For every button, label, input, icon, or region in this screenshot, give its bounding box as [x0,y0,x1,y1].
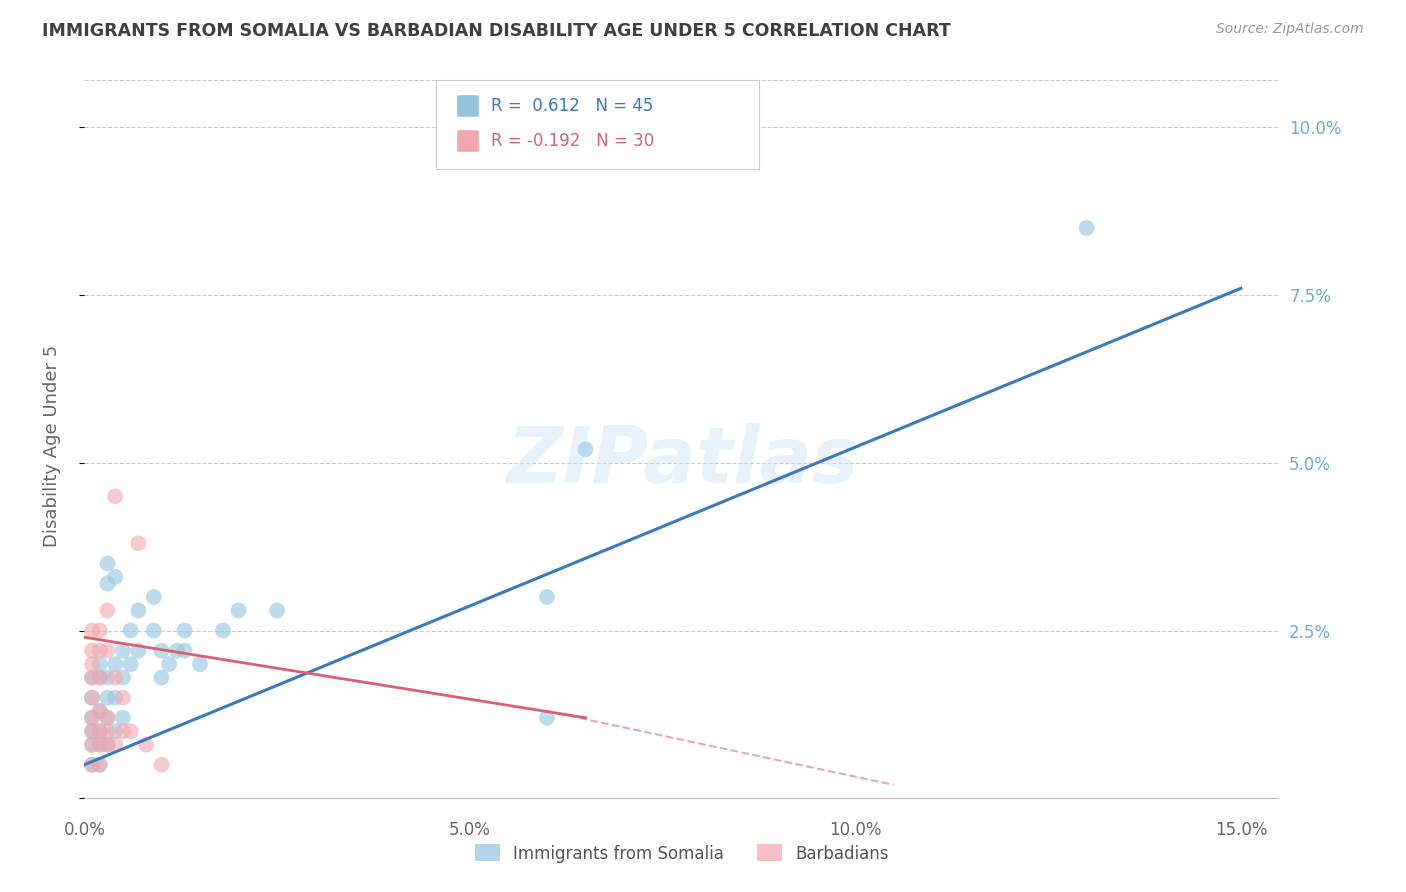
Point [120,624,142,638]
Point [89,643,111,657]
Point [89,724,111,739]
Point [80,671,103,685]
Point [104,570,127,584]
Point [104,657,127,671]
Point [111,643,134,657]
Point [96,690,118,705]
Point [96,643,118,657]
Point [80,671,103,685]
Point [80,757,103,772]
Point [80,724,103,739]
Point [80,657,103,671]
Point [135,738,157,752]
Point [104,671,127,685]
Point [142,624,165,638]
Text: IMMIGRANTS FROM SOMALIA VS BARBADIAN DISABILITY AGE UNDER 5 CORRELATION CHART: IMMIGRANTS FROM SOMALIA VS BARBADIAN DIS… [42,22,950,40]
Text: Source: ZipAtlas.com: Source: ZipAtlas.com [1216,22,1364,37]
Point [150,643,173,657]
Point [89,671,111,685]
Point [96,711,118,725]
Point [80,690,103,705]
Point [104,724,127,739]
Y-axis label: Disability Age Under 5: Disability Age Under 5 [42,345,60,547]
Point [89,724,111,739]
Point [80,711,103,725]
Point [104,489,127,503]
Point [104,738,127,752]
Point [104,690,127,705]
Point [96,724,118,739]
Point [96,576,118,591]
Point [89,738,111,752]
Point [96,738,118,752]
Point [150,671,173,685]
Point [127,603,149,617]
Point [173,624,195,638]
Point [89,671,111,685]
Point [142,590,165,604]
Point [96,738,118,752]
Point [166,643,188,657]
Point [96,603,118,617]
Point [89,738,111,752]
Point [80,711,103,725]
Point [111,671,134,685]
Legend: Immigrants from Somalia, Barbadians: Immigrants from Somalia, Barbadians [468,838,896,869]
Point [228,603,250,617]
Text: R =  0.612   N = 45: R = 0.612 N = 45 [491,97,652,115]
Point [89,757,111,772]
Point [89,757,111,772]
Point [111,690,134,705]
Point [80,624,103,638]
Point [89,657,111,671]
Point [89,704,111,718]
Text: R = -0.192   N = 30: R = -0.192 N = 30 [491,132,654,150]
Point [89,624,111,638]
Point [266,603,288,617]
Point [157,657,180,671]
Point [120,724,142,739]
Point [173,643,195,657]
Point [80,643,103,657]
Point [80,690,103,705]
Point [127,536,149,550]
Point [120,657,142,671]
Point [212,624,235,638]
Point [80,738,103,752]
Text: ZIPatlas: ZIPatlas [506,423,858,499]
Point [111,711,134,725]
Point [96,711,118,725]
Point [127,643,149,657]
Point [574,442,596,457]
Point [80,738,103,752]
Point [96,671,118,685]
Point [150,757,173,772]
Point [96,557,118,571]
Point [80,724,103,739]
Point [1076,221,1098,235]
Point [111,724,134,739]
Point [536,590,558,604]
Point [89,704,111,718]
Point [80,757,103,772]
Point [536,711,558,725]
Point [188,657,211,671]
